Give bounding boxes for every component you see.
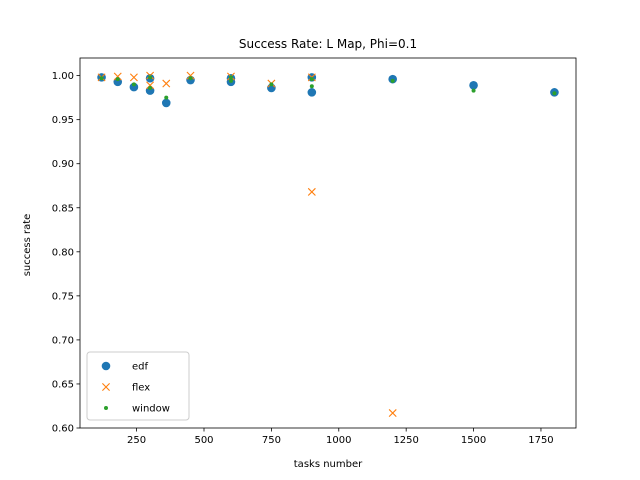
data-point-window (228, 75, 233, 80)
data-point-edf (469, 81, 478, 90)
y-tick-label: 1.00 (52, 71, 74, 82)
legend-marker-flex (102, 383, 110, 391)
x-tick-label: 1250 (393, 435, 418, 446)
data-point-window (99, 76, 104, 81)
data-points (97, 71, 559, 418)
y-tick-label: 0.65 (52, 379, 74, 390)
y-tick-label: 0.75 (52, 291, 74, 302)
data-point-window (309, 84, 314, 89)
data-point-flex (113, 72, 122, 81)
data-point-edf (113, 77, 123, 87)
data-point-edf (307, 88, 317, 97)
chart-title: Success Rate: L Map, Phi=0.1 (239, 37, 417, 51)
data-point-flex (162, 79, 171, 88)
data-point-window (269, 82, 274, 87)
x-axis-title: tasks number (294, 459, 363, 470)
data-point-window (309, 77, 314, 82)
data-point-window (164, 95, 169, 100)
plot-area-frame (79, 57, 577, 429)
x-tick-label: 750 (262, 435, 281, 446)
y-tick-label: 0.95 (52, 115, 74, 126)
data-point-flex (388, 409, 397, 418)
data-point-window (188, 76, 193, 81)
x-tick-label: 500 (194, 435, 213, 446)
data-point-flex (186, 71, 195, 80)
data-point-window (390, 78, 395, 83)
legend-box (86, 351, 190, 421)
y-tick-label: 0.90 (52, 159, 74, 170)
data-point-window (148, 75, 153, 80)
legend-marker-edf (101, 361, 111, 371)
x-tick-label: 1750 (528, 435, 553, 446)
data-point-edf (129, 82, 139, 92)
data-point-window (148, 85, 153, 90)
data-point-window (471, 88, 476, 93)
y-tick-label: 0.80 (52, 247, 74, 258)
y-axis-title: success rate (22, 214, 33, 277)
legend-marker-window (104, 406, 108, 410)
legend-label-edf: edf (132, 362, 149, 373)
x-tick-label: 1000 (326, 435, 351, 446)
y-tick-label: 0.60 (52, 424, 74, 435)
y-tick-label: 0.70 (52, 335, 74, 346)
data-point-window (228, 78, 233, 83)
data-point-window (552, 91, 557, 96)
series-window (99, 75, 557, 100)
x-tick-label: 1500 (461, 435, 486, 446)
y-tick-label: 0.85 (52, 203, 74, 214)
x-axis: 250 500 750 1000 1250 1500 1750 (127, 428, 554, 446)
data-point-flex (307, 187, 316, 196)
data-point-window (131, 82, 136, 87)
x-tick-label: 250 (127, 435, 146, 446)
y-axis: 0.60 0.65 0.70 0.75 0.80 0.85 0.90 0.95 1.00 (52, 71, 80, 435)
data-point-edf (145, 86, 155, 95)
legend-label-window: window (132, 404, 170, 415)
legend-label-flex: flex (132, 383, 150, 394)
legend: edf flex window (86, 351, 190, 421)
data-point-edf (161, 98, 171, 108)
data-point-window (115, 77, 120, 82)
data-point-flex (129, 73, 138, 82)
series-flex (97, 71, 397, 418)
data-point-flex (146, 81, 155, 90)
